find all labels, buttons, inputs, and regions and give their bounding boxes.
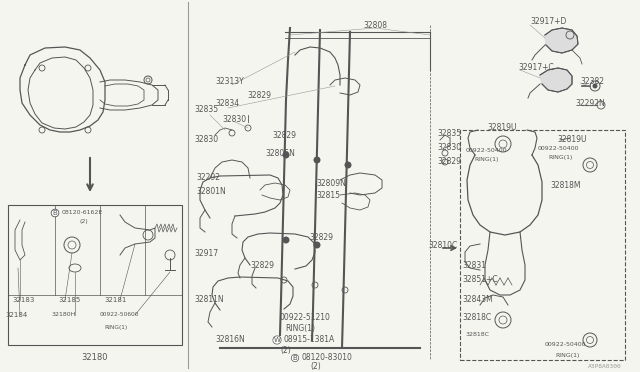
Text: 32835: 32835 [194, 106, 218, 115]
Text: 08915-1381A: 08915-1381A [283, 336, 334, 344]
Text: 32313Y: 32313Y [215, 77, 244, 87]
Text: 32810C: 32810C [428, 241, 457, 250]
Text: 32805N: 32805N [265, 148, 295, 157]
Text: 32183: 32183 [12, 297, 35, 303]
Text: 00922-50400: 00922-50400 [545, 343, 586, 347]
Text: 32818M: 32818M [550, 180, 580, 189]
Polygon shape [540, 68, 572, 92]
Text: 32830: 32830 [194, 135, 218, 144]
Text: 32917+D: 32917+D [530, 17, 566, 26]
Text: 32815: 32815 [316, 192, 340, 201]
Text: RING(1): RING(1) [555, 353, 579, 357]
Text: 32801N: 32801N [196, 187, 226, 196]
Text: 32185: 32185 [58, 297, 80, 303]
Text: 32816N: 32816N [215, 336, 244, 344]
Text: 32819U: 32819U [487, 124, 516, 132]
Text: 32819U: 32819U [557, 135, 586, 144]
Text: 32809N: 32809N [316, 179, 346, 187]
Text: 32835: 32835 [437, 128, 461, 138]
Text: B: B [292, 355, 298, 361]
Text: 32917+C: 32917+C [518, 64, 554, 73]
Text: 32829: 32829 [272, 131, 296, 140]
Text: (2): (2) [80, 219, 89, 224]
Text: 32808: 32808 [363, 20, 387, 29]
Text: 32829: 32829 [437, 157, 461, 167]
Circle shape [314, 157, 321, 164]
Text: 08120-83010: 08120-83010 [301, 353, 352, 362]
Text: RING(1): RING(1) [285, 324, 315, 333]
Text: 32382: 32382 [580, 77, 604, 87]
Text: 32180H: 32180H [52, 312, 76, 317]
Text: 32818C: 32818C [466, 333, 490, 337]
Circle shape [282, 151, 289, 158]
Text: 32851+C: 32851+C [462, 276, 498, 285]
Text: (2): (2) [310, 362, 321, 371]
Text: 32184: 32184 [5, 312, 28, 318]
Text: 32830: 32830 [437, 144, 461, 153]
Text: RING(1): RING(1) [474, 157, 499, 163]
Text: 32834: 32834 [215, 99, 239, 108]
Circle shape [593, 83, 598, 89]
Text: 32829: 32829 [250, 260, 274, 269]
Text: A3P8A0300: A3P8A0300 [588, 363, 622, 369]
Text: 32843M: 32843M [462, 295, 493, 305]
Circle shape [282, 237, 289, 244]
Text: 32829: 32829 [247, 90, 271, 99]
Text: 00922-50400: 00922-50400 [538, 145, 579, 151]
Text: 00922-50600: 00922-50600 [100, 312, 140, 317]
Text: 00922-50400: 00922-50400 [466, 148, 508, 153]
Text: RING(1): RING(1) [548, 155, 572, 160]
Text: 32292: 32292 [196, 173, 220, 183]
Text: RING(1): RING(1) [104, 326, 127, 330]
Text: 32917: 32917 [194, 248, 218, 257]
Bar [8, 205, 182, 345]
Text: 32811N: 32811N [194, 295, 223, 305]
Text: 32831: 32831 [462, 260, 486, 269]
Circle shape [344, 161, 351, 169]
Text: 32818C: 32818C [462, 314, 491, 323]
Text: W: W [273, 337, 280, 343]
Text: 32181: 32181 [104, 297, 126, 303]
Text: 00922-51210: 00922-51210 [280, 314, 331, 323]
Text: B: B [52, 210, 58, 216]
Text: 32829: 32829 [309, 234, 333, 243]
Text: 32180: 32180 [82, 353, 108, 362]
Circle shape [314, 241, 321, 248]
Text: 08120-6162E: 08120-6162E [62, 211, 103, 215]
Text: 32830: 32830 [222, 115, 246, 125]
Text: 32292N: 32292N [575, 99, 605, 108]
Polygon shape [545, 28, 578, 53]
Text: (2): (2) [280, 346, 291, 355]
Bar [460, 130, 625, 360]
